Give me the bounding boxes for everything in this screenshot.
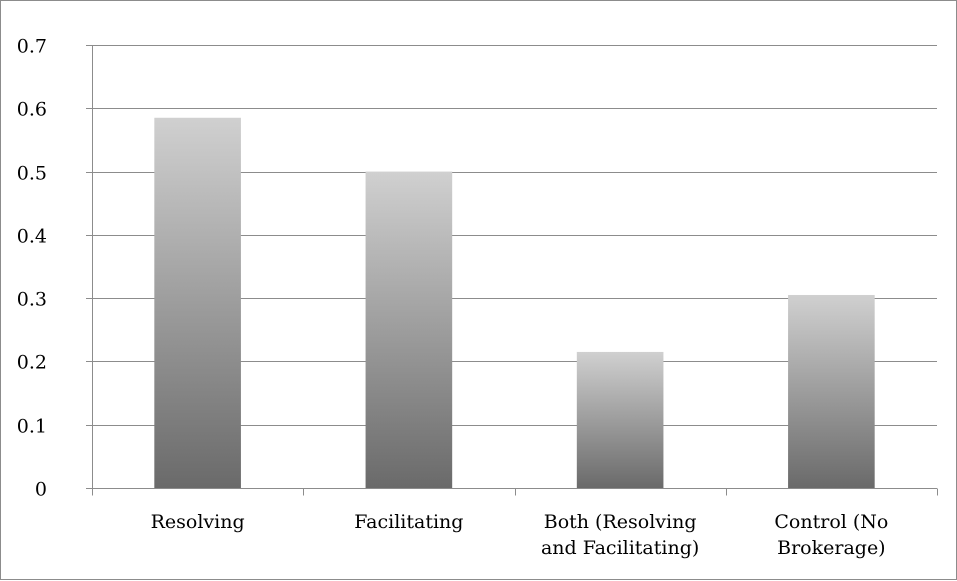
bar — [154, 117, 241, 489]
x-category-label: Both (Resolving — [544, 511, 697, 533]
bar — [576, 351, 664, 488]
x-category-label: Control (No — [774, 511, 888, 533]
y-tick-label: 0.1 — [17, 416, 47, 438]
bar — [788, 294, 875, 488]
x-category-label: Facilitating — [354, 511, 463, 533]
y-tick-label: 0.7 — [17, 36, 47, 58]
bars — [154, 117, 875, 489]
y-tick-label: 0 — [35, 479, 47, 501]
y-tick-label: 0.3 — [17, 289, 47, 311]
x-category-label: and Facilitating) — [541, 537, 699, 559]
axes — [86, 45, 938, 496]
x-category-label: Brokerage) — [777, 537, 885, 559]
bar — [365, 171, 453, 489]
y-tick-label: 0.6 — [17, 99, 47, 121]
y-tick-label: 0.2 — [17, 352, 47, 374]
y-tick-label: 0.5 — [17, 163, 47, 185]
x-category-labels: Resolving Facilitating Both (Resolving and … — [151, 511, 889, 559]
y-tick-labels: 0 0.1 0.2 0.3 0.4 0.5 0.6 0.7 — [17, 36, 47, 501]
x-category-label: Resolving — [151, 511, 245, 533]
y-tick-label: 0.4 — [17, 226, 47, 248]
